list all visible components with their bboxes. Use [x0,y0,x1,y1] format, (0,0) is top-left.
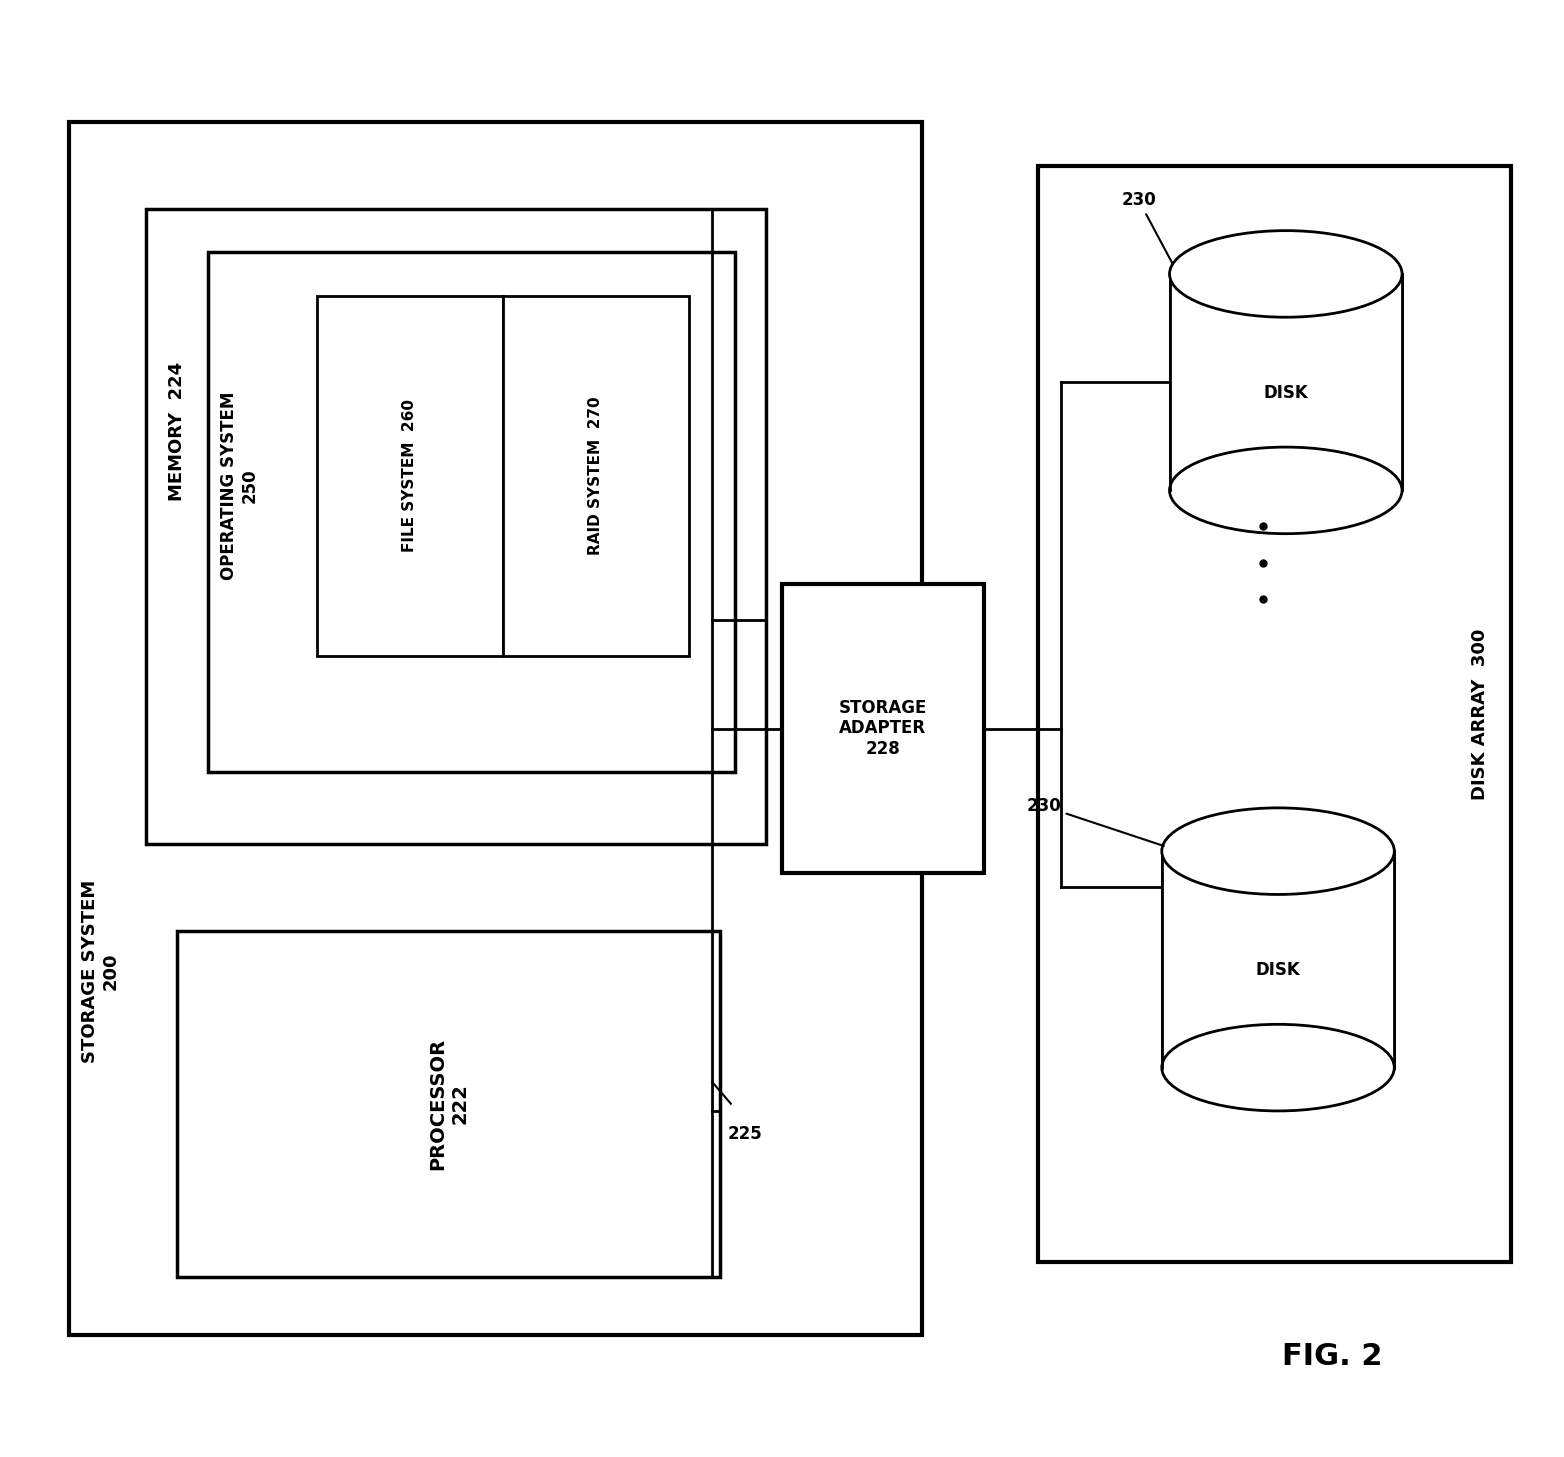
Bar [147,208,766,844]
Ellipse shape [1170,230,1401,318]
Text: 230: 230 [1026,797,1164,847]
Bar [1162,851,1394,1068]
Ellipse shape [1162,807,1394,895]
Text: DISK: DISK [1264,385,1308,402]
Text: 230: 230 [1121,191,1173,264]
Text: DISK: DISK [1256,962,1300,979]
Bar [69,122,921,1335]
Text: DISK ARRAY  300: DISK ARRAY 300 [1470,628,1489,800]
Text: OPERATING SYSTEM
250: OPERATING SYSTEM 250 [221,392,260,580]
Ellipse shape [1170,447,1401,533]
Bar [208,252,735,772]
Text: FIG. 2: FIG. 2 [1282,1342,1383,1371]
Text: MEMORY  224: MEMORY 224 [169,361,186,501]
Bar [1038,166,1511,1262]
Bar [504,296,690,656]
Text: PROCESSOR
222: PROCESSOR 222 [429,1037,469,1170]
Text: STORAGE SYSTEM
200: STORAGE SYSTEM 200 [81,880,119,1062]
Text: RAID SYSTEM  270: RAID SYSTEM 270 [588,396,604,555]
Text: STORAGE
ADAPTER
228: STORAGE ADAPTER 228 [838,699,927,758]
Bar [177,931,719,1276]
Bar [1170,274,1401,491]
Text: FILE SYSTEM  260: FILE SYSTEM 260 [402,399,418,552]
Bar [317,296,504,656]
Ellipse shape [1162,1024,1394,1110]
Bar [782,584,984,873]
Text: 225: 225 [727,1125,763,1144]
